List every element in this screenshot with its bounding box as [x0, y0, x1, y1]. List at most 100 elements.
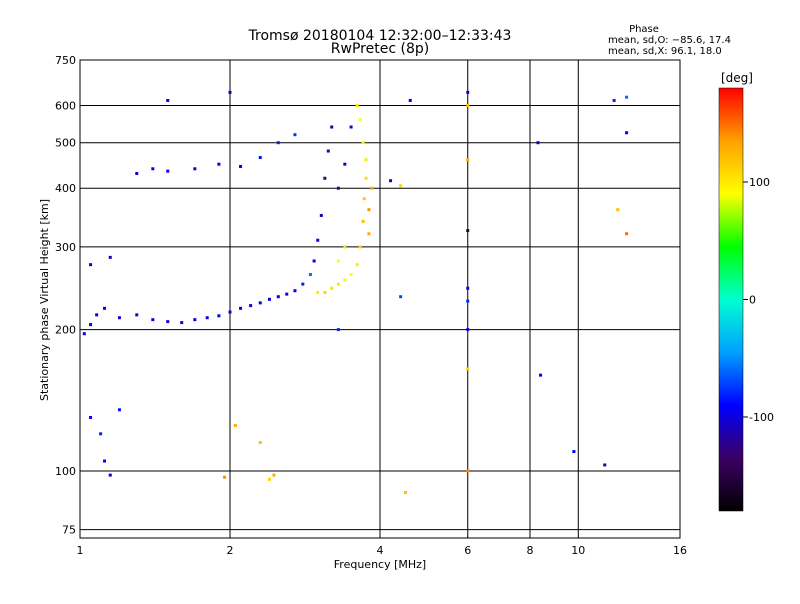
- y-tick-label: 600: [55, 100, 76, 113]
- data-point: [603, 463, 607, 467]
- data-point: [358, 118, 362, 122]
- chart-subtitle: RwPretec (8p): [331, 41, 429, 57]
- data-point: [308, 273, 312, 277]
- grid-lines: [79, 59, 681, 538]
- y-tick-label: 500: [55, 137, 76, 150]
- data-point: [362, 197, 366, 201]
- data-point: [536, 141, 540, 145]
- x-tick-label: 1: [77, 544, 84, 557]
- data-point: [217, 162, 221, 166]
- data-point: [343, 162, 347, 166]
- y-axis-ticks: 75 100 200 300 400 500 600 750: [55, 54, 76, 537]
- data-point: [151, 318, 155, 322]
- data-point: [625, 232, 629, 236]
- data-point: [103, 306, 107, 310]
- data-point: [399, 295, 403, 299]
- data-point: [249, 304, 253, 308]
- data-point: [217, 314, 221, 318]
- data-point: [285, 292, 289, 296]
- data-point: [223, 475, 227, 479]
- y-tick-label: 75: [62, 524, 76, 537]
- chart-title: Tromsø 20180104 12:32:00–12:33:43: [248, 28, 512, 44]
- data-point: [239, 306, 243, 310]
- data-point: [364, 158, 368, 162]
- data-point: [358, 245, 362, 249]
- data-point: [349, 273, 353, 277]
- colorbar-tick-label: -100: [749, 411, 774, 424]
- x-axis-label: Frequency [MHz]: [334, 558, 426, 571]
- data-point: [355, 104, 359, 108]
- data-point: [466, 367, 470, 371]
- data-points: [82, 90, 629, 494]
- data-point: [336, 282, 340, 286]
- data-point: [82, 332, 86, 336]
- data-point: [330, 286, 334, 290]
- data-point: [336, 328, 340, 332]
- data-point: [166, 169, 170, 173]
- x-axis-ticks: 1 2 4 6 8 10 16: [77, 544, 688, 557]
- data-point: [625, 95, 629, 99]
- x-tick-label: 8: [527, 544, 534, 557]
- data-point: [103, 459, 107, 463]
- data-point: [466, 229, 470, 233]
- data-point: [403, 490, 407, 494]
- data-point: [399, 184, 403, 188]
- data-point: [349, 125, 353, 129]
- data-point: [135, 171, 139, 175]
- data-point: [326, 149, 330, 153]
- y-tick-label: 400: [55, 182, 76, 195]
- data-point: [267, 477, 271, 481]
- data-point: [361, 141, 365, 145]
- data-point: [466, 286, 470, 290]
- data-point: [343, 278, 347, 282]
- data-point: [272, 473, 276, 477]
- data-point: [95, 313, 99, 317]
- data-point: [228, 90, 232, 94]
- data-point: [364, 176, 368, 180]
- y-axis-label: Stationary phase Virtual Height [km]: [38, 199, 51, 401]
- y-tick-label: 100: [55, 465, 76, 478]
- data-point: [370, 186, 374, 190]
- data-point: [367, 232, 371, 236]
- data-point: [466, 158, 470, 162]
- data-point: [466, 104, 470, 108]
- data-point: [343, 245, 347, 249]
- data-point: [276, 295, 280, 299]
- data-point: [625, 131, 629, 135]
- data-point: [466, 328, 470, 332]
- data-point: [293, 133, 297, 137]
- data-point: [108, 473, 112, 477]
- data-point: [616, 208, 620, 212]
- data-point: [228, 310, 232, 314]
- data-point: [239, 164, 243, 168]
- data-point: [293, 289, 297, 293]
- plot-frame: [79, 59, 681, 539]
- data-point: [117, 408, 121, 412]
- data-point: [99, 432, 103, 436]
- data-point: [301, 282, 305, 286]
- data-point: [323, 176, 327, 180]
- data-point: [367, 208, 371, 212]
- data-point: [330, 125, 334, 129]
- data-point: [258, 301, 262, 305]
- data-point: [312, 259, 316, 263]
- data-point: [276, 141, 280, 145]
- data-point: [151, 167, 155, 171]
- colorbar-ticks: 100 0 -100: [743, 176, 774, 424]
- data-point: [205, 316, 209, 320]
- data-point: [355, 263, 359, 267]
- phase-legend-line1: mean, sd,O: −85.6, 17.4: [608, 35, 731, 46]
- data-point: [466, 90, 470, 94]
- data-point: [539, 373, 543, 377]
- data-point: [108, 255, 112, 259]
- y-tick-label: 200: [55, 324, 76, 337]
- data-point: [361, 219, 365, 223]
- x-tick-label: 2: [227, 544, 234, 557]
- data-point: [316, 238, 320, 242]
- data-point: [193, 318, 197, 322]
- data-point: [267, 297, 271, 301]
- colorbar-tick-label: 100: [749, 176, 770, 189]
- data-point: [389, 179, 393, 183]
- data-point: [135, 313, 139, 317]
- colorbar: [718, 87, 744, 512]
